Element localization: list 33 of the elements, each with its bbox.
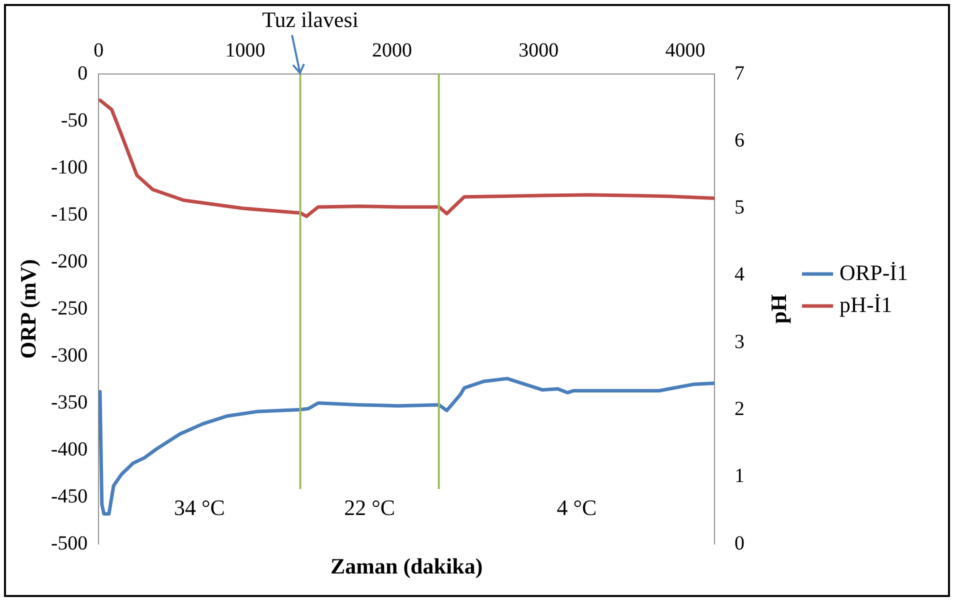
y-tick-label: -300 (50, 344, 88, 366)
y2-tick-label: 6 (734, 129, 745, 152)
y-tick-label: -500 (50, 532, 88, 554)
y-tick-label: -200 (50, 250, 88, 272)
x-tick-label: 1000 (225, 39, 266, 62)
y-tick-label: -450 (50, 485, 88, 508)
annotation: 34 °C (174, 494, 225, 520)
x-tick-label: 4000 (665, 39, 706, 62)
y2-tick-label: 4 (734, 264, 745, 286)
y2-tick-label: 0 (734, 532, 745, 554)
legend-label: ORP-İ1 (840, 260, 908, 285)
annotation: Tuz ilavesi (262, 6, 358, 32)
y-tick-label: -250 (50, 297, 88, 320)
y-tick-label: -350 (50, 391, 88, 414)
y-tick-label: -400 (50, 438, 88, 460)
x-tick-label: 2000 (372, 39, 412, 62)
y2-tick-label: 5 (734, 196, 745, 219)
y-tick-label: 0 (78, 62, 88, 84)
y2-tick-label: 1 (734, 465, 745, 488)
legend-label: pH-İ1 (840, 292, 892, 317)
y-axis-title: ORP (mV) (16, 259, 41, 359)
y2-tick-label: 2 (734, 398, 745, 420)
y-tick-label: -100 (50, 156, 88, 178)
y2-tick-label: 3 (734, 330, 745, 353)
y2-axis-title: pH (766, 294, 792, 324)
x-tick-label: 0 (94, 39, 104, 62)
annotation: 4 °C (556, 494, 597, 520)
y-tick-label: -50 (60, 109, 88, 132)
annotation: 22 °C (344, 494, 396, 520)
y-tick-label: -150 (50, 203, 88, 226)
x-axis-title: Zaman (dakika) (330, 554, 483, 579)
x-tick-label: 3000 (518, 39, 559, 62)
y2-tick-label: 7 (734, 62, 745, 84)
